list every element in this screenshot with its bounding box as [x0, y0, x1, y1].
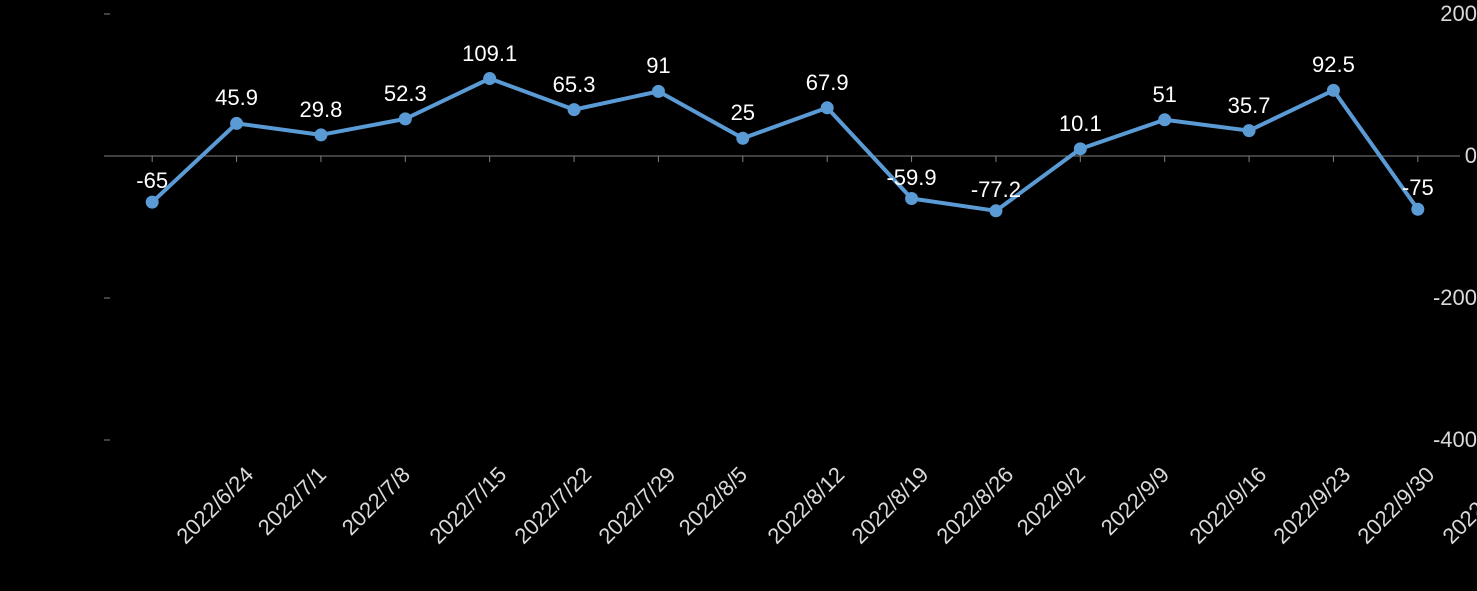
data-label: 29.8 — [300, 97, 343, 123]
data-label: 67.9 — [806, 70, 849, 96]
y-tick-label: -400 — [1387, 427, 1477, 453]
series-marker — [737, 132, 749, 144]
data-label: 10.1 — [1059, 111, 1102, 137]
data-label: 35.7 — [1228, 93, 1271, 119]
data-label: 45.9 — [215, 85, 258, 111]
y-tick-label: -200 — [1387, 285, 1477, 311]
series-marker — [1412, 203, 1424, 215]
series-marker — [821, 102, 833, 114]
series-marker — [484, 73, 496, 85]
series-marker — [315, 129, 327, 141]
data-label: 25 — [731, 100, 755, 126]
series-marker — [399, 113, 411, 125]
series-marker — [1243, 125, 1255, 137]
data-label: 109.1 — [462, 41, 517, 67]
series-marker — [1074, 143, 1086, 155]
series-marker — [1159, 114, 1171, 126]
series-marker — [568, 104, 580, 116]
data-label: 65.3 — [553, 72, 596, 98]
series-marker — [990, 205, 1002, 217]
series-marker — [231, 117, 243, 129]
data-label: -77.2 — [971, 177, 1021, 203]
data-label: 51 — [1152, 82, 1176, 108]
series-marker — [146, 196, 158, 208]
data-label: 92.5 — [1312, 52, 1355, 78]
line-chart: -400-20002002022/6/242022/7/12022/7/8202… — [0, 0, 1477, 591]
data-label: -75 — [1402, 175, 1434, 201]
y-tick-label: 200 — [1387, 1, 1477, 27]
series-marker — [1327, 84, 1339, 96]
data-label: 91 — [646, 53, 670, 79]
series-marker — [652, 85, 664, 97]
y-tick-label: 0 — [1387, 143, 1477, 169]
data-label: -59.9 — [886, 165, 936, 191]
data-label: 52.3 — [384, 81, 427, 107]
series-marker — [906, 193, 918, 205]
data-label: -65 — [136, 168, 168, 194]
